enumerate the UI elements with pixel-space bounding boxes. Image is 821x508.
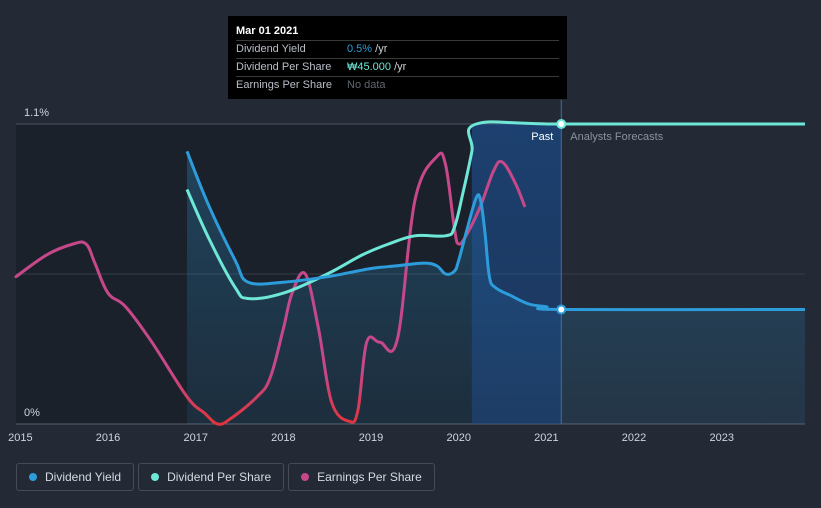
x-axis-tick-label: 2023 xyxy=(709,432,733,444)
x-axis-tick-label: 2022 xyxy=(622,432,646,444)
highlight-band xyxy=(471,124,562,424)
legend-label: Dividend Per Share xyxy=(167,470,272,484)
tooltip-value: 0.5% /yr xyxy=(347,41,387,58)
tooltip-label: Dividend Per Share xyxy=(236,61,332,73)
legend-dot-icon xyxy=(151,473,160,481)
x-axis-tick-label: 2016 xyxy=(96,432,120,444)
legend-dot-icon xyxy=(301,473,310,481)
tooltip-row-earnings-per-share: Earnings Per Share No data xyxy=(236,76,559,94)
chart-legend: Dividend Yield Dividend Per Share Earnin… xyxy=(16,463,435,491)
x-axis-tick-label: 2017 xyxy=(183,432,207,444)
tooltip-label: Earnings Per Share xyxy=(236,79,332,91)
dividend-yield-marker xyxy=(556,304,567,315)
earnings-per-share-line xyxy=(14,151,526,426)
x-axis-tick-label: 2018 xyxy=(271,432,295,444)
legend-label: Dividend Yield xyxy=(45,470,122,484)
x-axis-ticks: 2015 2016 2017 2018 2019 2020 2021 2022 2023 xyxy=(8,432,734,444)
tooltip-value-yield: 0.5% xyxy=(347,43,373,55)
dividend-yield-area xyxy=(187,151,805,425)
legend-dot-icon xyxy=(29,473,37,481)
dividend-yield-line xyxy=(185,150,806,312)
tooltip-date: Mar 01 2021 xyxy=(236,25,299,37)
legend-item-dividend-yield[interactable]: Dividend Yield xyxy=(16,463,135,491)
tooltip-value-dps: ₩45.000 xyxy=(347,61,392,73)
tooltip-row-dividend-yield: Dividend Yield 0.5% /yr xyxy=(236,40,559,58)
tooltip-value: ₩45.000 /yr xyxy=(347,59,406,76)
x-axis-tick-label: 2021 xyxy=(534,432,558,444)
analysts-forecasts-label: Analysts Forecasts xyxy=(570,131,663,143)
dividend-per-share-marker xyxy=(556,119,567,129)
legend-item-dividend-per-share[interactable]: Dividend Per Share xyxy=(138,463,285,491)
past-label: Past xyxy=(531,131,553,143)
y-axis-label-top: 1.1% xyxy=(24,107,49,119)
tooltip-unit: /yr xyxy=(391,61,407,73)
chart-tooltip: Mar 01 2021 Dividend Yield 0.5% /yr Divi… xyxy=(228,16,567,99)
x-axis-tick-label: 2020 xyxy=(446,432,470,444)
legend-label: Earnings Per Share xyxy=(317,470,422,484)
x-axis-tick-label: 2019 xyxy=(359,432,383,444)
tooltip-unit: /yr xyxy=(372,43,388,55)
tooltip-value-eps: No data xyxy=(347,79,386,91)
tooltip-row-dividend-per-share: Dividend Per Share ₩45.000 /yr xyxy=(236,58,559,76)
dividend-per-share-line xyxy=(185,120,805,301)
x-axis-tick-label: 2015 xyxy=(8,432,32,444)
y-axis-label-bottom: 0% xyxy=(24,407,40,419)
legend-item-earnings-per-share[interactable]: Earnings Per Share xyxy=(288,463,435,491)
tooltip-label: Dividend Yield xyxy=(236,43,306,55)
tooltip-value: No data xyxy=(347,77,386,94)
